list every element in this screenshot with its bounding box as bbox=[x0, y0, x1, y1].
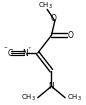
Text: C: C bbox=[8, 49, 13, 58]
Text: CH$_3$: CH$_3$ bbox=[67, 93, 82, 103]
Text: N: N bbox=[49, 82, 54, 91]
Text: CH$_3$: CH$_3$ bbox=[21, 93, 36, 103]
Text: $^{+}$: $^{+}$ bbox=[27, 46, 32, 51]
Text: $^{-}$: $^{-}$ bbox=[3, 46, 8, 51]
Text: O: O bbox=[50, 14, 56, 23]
Text: O: O bbox=[67, 31, 73, 40]
Text: CH$_3$: CH$_3$ bbox=[38, 1, 53, 11]
Text: N: N bbox=[22, 49, 28, 58]
